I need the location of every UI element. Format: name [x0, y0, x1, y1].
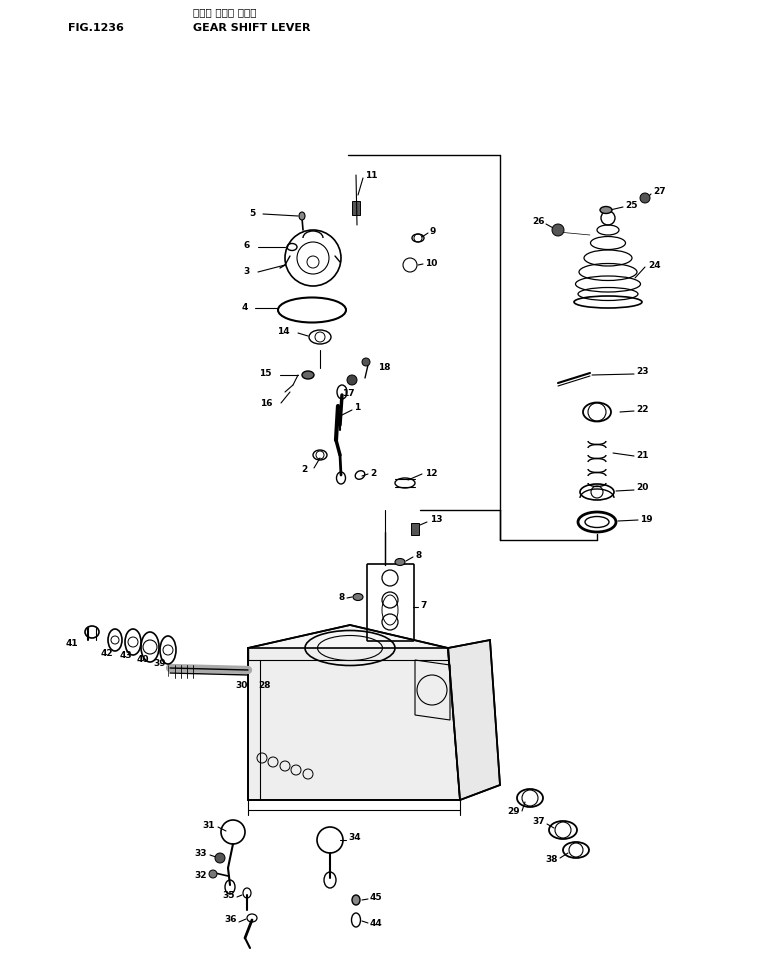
- Text: 11: 11: [365, 170, 377, 180]
- Text: 39: 39: [154, 658, 166, 667]
- FancyBboxPatch shape: [352, 201, 360, 215]
- Text: 9: 9: [430, 228, 437, 236]
- Text: 23: 23: [636, 367, 648, 376]
- Circle shape: [362, 358, 370, 366]
- Polygon shape: [448, 640, 500, 800]
- Ellipse shape: [302, 371, 314, 379]
- Text: 34: 34: [348, 834, 360, 842]
- Text: 3: 3: [244, 268, 250, 277]
- Text: 28: 28: [258, 680, 270, 689]
- Text: 27: 27: [653, 188, 665, 196]
- Text: 20: 20: [636, 483, 648, 493]
- Circle shape: [215, 853, 225, 863]
- Text: 15: 15: [259, 369, 272, 379]
- Text: ギヤー シフト レバー: ギヤー シフト レバー: [193, 7, 256, 17]
- Ellipse shape: [600, 207, 612, 213]
- Text: 16: 16: [260, 398, 273, 408]
- Text: 24: 24: [648, 260, 661, 270]
- Text: 26: 26: [533, 217, 545, 227]
- Text: 12: 12: [425, 469, 437, 478]
- Text: GEAR SHIFT LEVER: GEAR SHIFT LEVER: [193, 23, 310, 33]
- Text: 1: 1: [354, 404, 360, 412]
- Ellipse shape: [395, 559, 405, 566]
- Ellipse shape: [353, 593, 363, 600]
- Text: 32: 32: [195, 871, 207, 879]
- Text: 37: 37: [532, 817, 545, 827]
- Text: 17: 17: [342, 389, 354, 397]
- Text: 2: 2: [370, 469, 377, 478]
- Ellipse shape: [352, 895, 360, 905]
- Text: 14: 14: [277, 327, 290, 337]
- Text: 21: 21: [636, 451, 648, 459]
- Text: 45: 45: [370, 894, 383, 902]
- FancyBboxPatch shape: [411, 523, 419, 535]
- Text: 4: 4: [242, 302, 248, 311]
- Text: 44: 44: [370, 920, 383, 928]
- Text: 30: 30: [236, 680, 248, 689]
- Text: 40: 40: [137, 656, 149, 664]
- Text: 42: 42: [101, 649, 113, 657]
- Text: 43: 43: [119, 651, 132, 659]
- Text: 35: 35: [223, 891, 235, 900]
- Text: 10: 10: [425, 258, 437, 268]
- Text: 25: 25: [625, 201, 638, 210]
- Ellipse shape: [299, 212, 305, 220]
- Text: 33: 33: [195, 850, 207, 858]
- Text: 6: 6: [244, 241, 250, 251]
- Text: 29: 29: [507, 808, 520, 816]
- Text: 38: 38: [545, 856, 558, 864]
- Text: 36: 36: [225, 916, 237, 924]
- Circle shape: [209, 870, 217, 878]
- Circle shape: [552, 224, 564, 236]
- Text: 41: 41: [65, 638, 79, 648]
- Circle shape: [640, 193, 650, 203]
- Text: 2: 2: [302, 465, 308, 475]
- Text: 22: 22: [636, 406, 648, 414]
- Text: 8: 8: [415, 550, 421, 560]
- Text: 5: 5: [249, 209, 255, 217]
- Text: 18: 18: [378, 364, 390, 372]
- Text: 19: 19: [640, 515, 653, 523]
- Text: 8: 8: [339, 592, 345, 602]
- Text: 7: 7: [420, 600, 427, 610]
- Text: FIG.1236: FIG.1236: [68, 23, 124, 33]
- Polygon shape: [248, 648, 460, 800]
- Text: 13: 13: [430, 516, 443, 524]
- Polygon shape: [248, 625, 448, 660]
- Text: 31: 31: [203, 820, 215, 830]
- Circle shape: [347, 375, 357, 385]
